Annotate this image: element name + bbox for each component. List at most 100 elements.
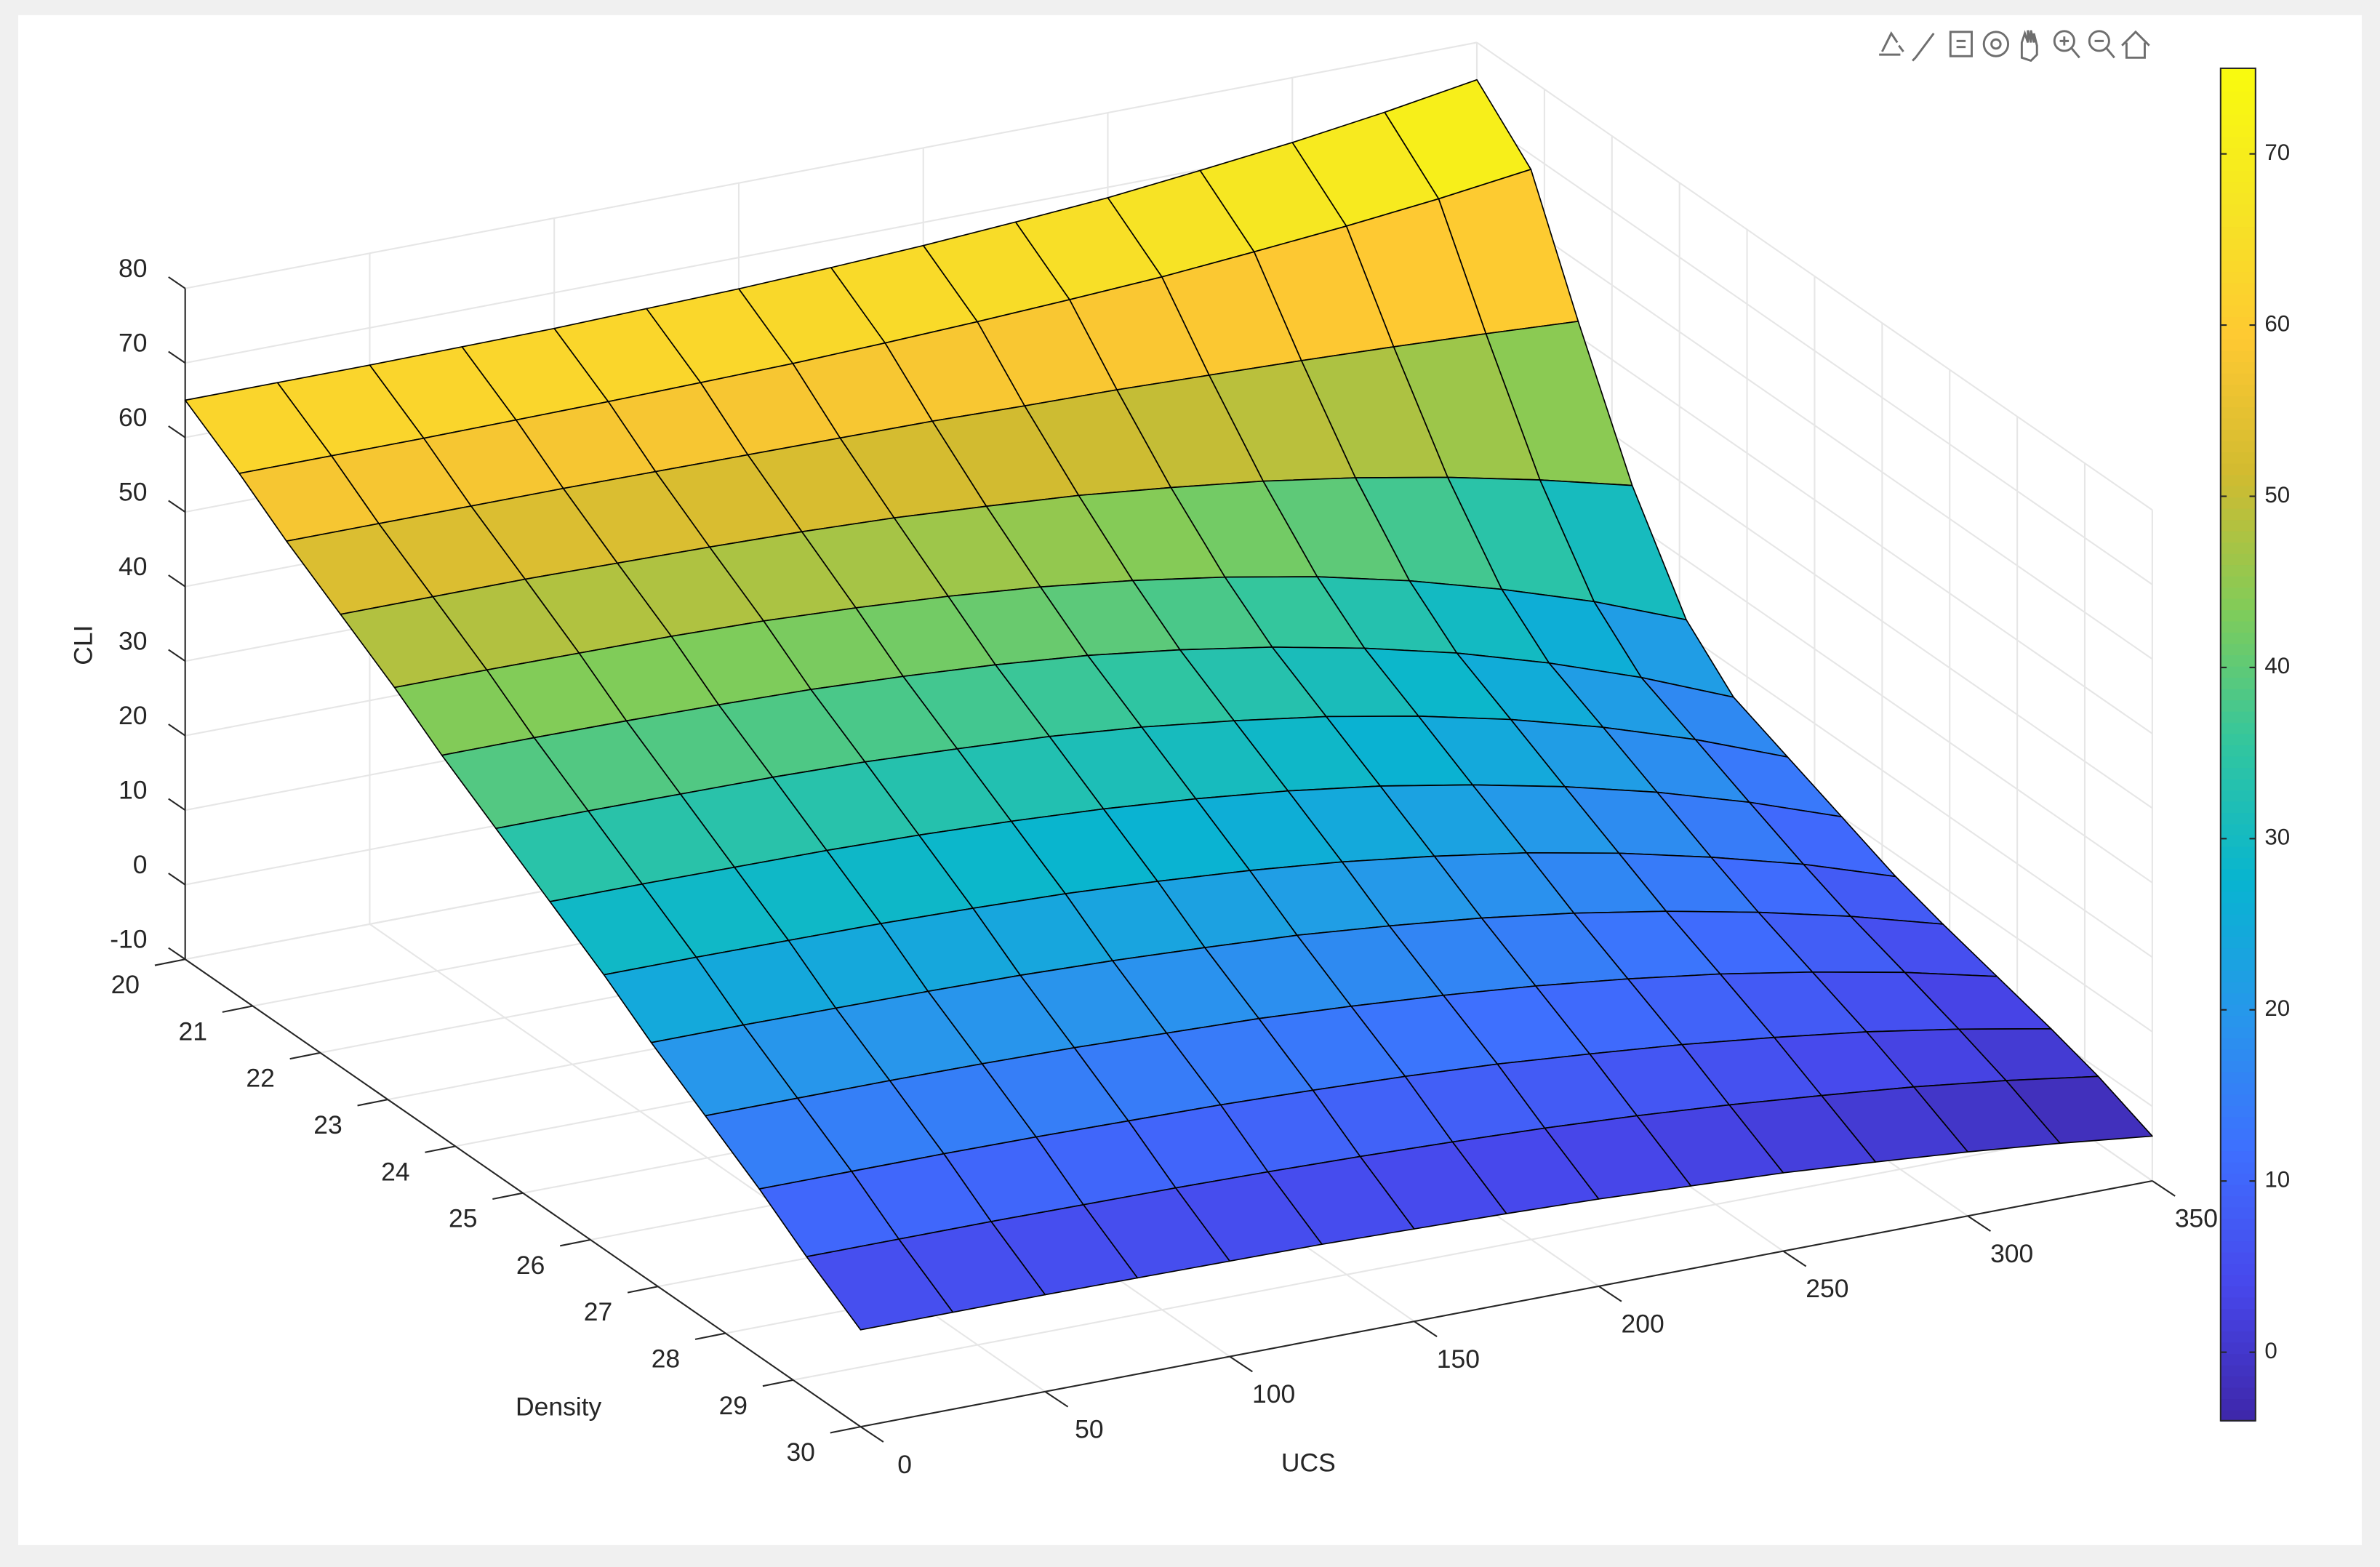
x-axis-label: UCS bbox=[1281, 1448, 1336, 1478]
z-tick-label: 80 bbox=[119, 254, 147, 283]
colorbar-swatch bbox=[2220, 192, 2256, 205]
z-tick-label: 50 bbox=[119, 477, 147, 506]
colorbar-swatch bbox=[2220, 1274, 2256, 1287]
colorbar-swatch bbox=[2220, 936, 2256, 949]
datatip-button[interactable] bbox=[1949, 31, 1973, 57]
colorbar-swatch bbox=[2220, 90, 2256, 103]
colorbar-swatch bbox=[2220, 1251, 2256, 1265]
x-tick-label: 100 bbox=[1252, 1379, 1295, 1408]
z-tick-label: 20 bbox=[119, 701, 147, 730]
colorbar-swatch bbox=[2220, 868, 2256, 881]
x-tick-label: 250 bbox=[1806, 1274, 1848, 1303]
colorbar-swatch bbox=[2220, 248, 2256, 261]
z-tick-label: 40 bbox=[119, 552, 147, 581]
colorbar-swatch bbox=[2220, 225, 2256, 239]
x-tick-label: 300 bbox=[1990, 1239, 2033, 1268]
colorbar-swatch bbox=[2220, 1014, 2256, 1027]
y-tick bbox=[154, 958, 185, 966]
y-tick bbox=[830, 1426, 861, 1434]
colorbar-swatch bbox=[2220, 1319, 2256, 1332]
x-tick bbox=[860, 1426, 884, 1443]
colorbar-swatch bbox=[2220, 147, 2256, 160]
y-tick bbox=[762, 1379, 793, 1387]
z-tick-label: -10 bbox=[110, 925, 147, 954]
grid-line bbox=[1476, 41, 2153, 511]
colorbar-swatch bbox=[2220, 789, 2256, 802]
y-tick bbox=[694, 1332, 726, 1340]
colorbar-swatch bbox=[2220, 270, 2256, 284]
y-tick-label: 30 bbox=[786, 1438, 814, 1467]
surface-face bbox=[806, 1238, 954, 1331]
home-button[interactable] bbox=[2121, 30, 2150, 59]
toolbar bbox=[1879, 30, 2150, 63]
colorbar-swatch bbox=[2220, 473, 2256, 486]
colorbar-tick-label: 20 bbox=[2264, 995, 2290, 1021]
colorbar-swatch bbox=[2220, 1206, 2256, 1219]
colorbar-swatch bbox=[2220, 169, 2256, 183]
y-tick-label: 27 bbox=[584, 1297, 612, 1326]
colorbar-swatch bbox=[2220, 102, 2256, 115]
colorbar-swatch bbox=[2220, 1139, 2256, 1152]
colorbar-swatch bbox=[2220, 68, 2256, 81]
colorbar-swatch bbox=[2220, 1059, 2256, 1073]
y-tick bbox=[289, 1051, 321, 1060]
colorbar-swatch bbox=[2220, 1409, 2256, 1422]
colorbar-swatch bbox=[2220, 215, 2256, 228]
colorbar-swatch bbox=[2220, 485, 2256, 498]
rotate-button[interactable] bbox=[1982, 31, 2010, 57]
x-tick bbox=[1414, 1320, 1438, 1337]
z-tick bbox=[168, 574, 186, 588]
colorbar-swatch bbox=[2220, 1352, 2256, 1366]
colorbar-swatch bbox=[2220, 417, 2256, 430]
colorbar-swatch bbox=[2220, 733, 2256, 746]
colorbar-swatch bbox=[2220, 158, 2256, 171]
colorbar-tick-label: 50 bbox=[2264, 482, 2290, 508]
colorbar-swatch bbox=[2220, 79, 2256, 92]
z-tick bbox=[168, 276, 186, 289]
z-tick bbox=[168, 947, 186, 961]
colorbar-swatch bbox=[2220, 180, 2256, 193]
colorbar-swatch bbox=[2220, 643, 2256, 656]
zoom-in-button[interactable] bbox=[2053, 30, 2080, 59]
colorbar-swatch bbox=[2220, 395, 2256, 408]
z-tick-label: 30 bbox=[119, 626, 147, 655]
colorbar-swatch bbox=[2220, 1398, 2256, 1411]
z-tick bbox=[168, 873, 186, 886]
y-axis-label: Density bbox=[516, 1392, 602, 1421]
x-tick-label: 50 bbox=[1075, 1414, 1103, 1443]
zoom-out-button[interactable] bbox=[2088, 30, 2115, 59]
pan-button[interactable] bbox=[2020, 30, 2038, 63]
x-tick bbox=[1782, 1250, 1807, 1267]
brush-button[interactable] bbox=[1912, 33, 1935, 62]
colorbar-tick-label: 40 bbox=[2264, 653, 2290, 678]
colorbar-swatch bbox=[2220, 801, 2256, 814]
colorbar-swatch bbox=[2220, 338, 2256, 351]
y-tick-label: 22 bbox=[246, 1064, 274, 1093]
colorbar-swatch bbox=[2220, 1364, 2256, 1377]
colorbar-swatch bbox=[2220, 237, 2256, 250]
export-button[interactable] bbox=[1879, 31, 1904, 56]
colorbar-swatch bbox=[2220, 383, 2256, 396]
colorbar-swatch bbox=[2220, 654, 2256, 667]
colorbar-swatch bbox=[2220, 113, 2256, 126]
colorbar-swatch bbox=[2220, 530, 2256, 543]
colorbar-swatch bbox=[2220, 203, 2256, 216]
y-tick-label: 21 bbox=[178, 1017, 207, 1046]
colorbar-swatch bbox=[2220, 1049, 2256, 1062]
colorbar-swatch bbox=[2220, 586, 2256, 599]
colorbar-swatch bbox=[2220, 879, 2256, 892]
colorbar-swatch bbox=[2220, 688, 2256, 701]
colorbar-swatch bbox=[2220, 958, 2256, 971]
colorbar-swatch bbox=[2220, 327, 2256, 340]
colorbar-swatch bbox=[2220, 1003, 2256, 1017]
colorbar-swatch bbox=[2220, 699, 2256, 712]
grid-line bbox=[185, 41, 1478, 289]
colorbar-swatch bbox=[2220, 710, 2256, 724]
colorbar-swatch bbox=[2220, 1229, 2256, 1242]
colorbar-swatch bbox=[2220, 428, 2256, 441]
colorbar-swatch bbox=[2220, 1307, 2256, 1320]
colorbar-swatch bbox=[2220, 462, 2256, 476]
z-tick bbox=[168, 724, 186, 737]
x-tick-label: 150 bbox=[1437, 1344, 1480, 1374]
